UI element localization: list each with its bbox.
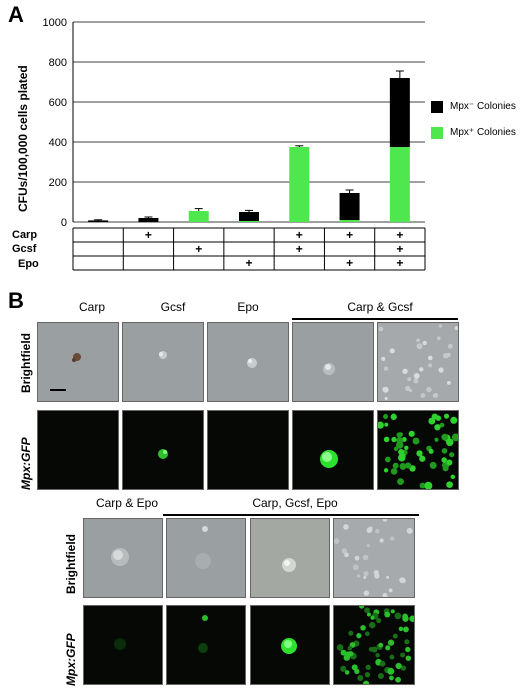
bar-mpx-neg [239, 212, 259, 221]
table-plus-mark: + [396, 228, 403, 242]
image-cge-brightfield-1 [166, 518, 246, 598]
group-bracket-carp-gcsf [292, 318, 458, 320]
bar-mpx-neg [339, 193, 360, 220]
y-tick-label: 800 [49, 57, 67, 69]
bar-mpx-neg [88, 220, 109, 222]
col-title-carp-gcsf-epo: Carp, Gcsf, Epo [252, 496, 338, 510]
bar-mpx-neg [138, 218, 159, 222]
table-plus-mark: + [145, 228, 152, 242]
y-tick-label: 0 [61, 217, 67, 229]
image-carp-gcsf-gfp-2 [377, 410, 459, 490]
table-plus-mark: + [296, 228, 303, 242]
table-plus-mark: + [245, 256, 252, 270]
bar-mpx-pos [389, 147, 410, 222]
y-tick-label: 600 [49, 97, 67, 109]
row-label-carp: Carp [12, 229, 38, 241]
table-plus-mark: + [346, 228, 353, 242]
table-plus-mark: + [396, 256, 403, 270]
group-bracket-carp-gcsf-epo [163, 514, 419, 516]
legend-label-mpx-neg: Mpx⁻ Colonies [450, 101, 516, 112]
image-gcsf-brightfield [122, 322, 204, 402]
bar-mpx-pos [188, 211, 209, 222]
row-label-epo: Epo [18, 258, 39, 270]
image-epo-gfp [207, 410, 289, 490]
image-epo-brightfield [207, 322, 289, 402]
col-title-carp-gcsf: Carp & Gcsf [347, 300, 413, 314]
y-tick-label: 1000 [43, 17, 67, 29]
image-carp-gcsf-gfp-1 [292, 410, 374, 490]
row-label-gfp-top: Mpx:GFP [19, 437, 33, 490]
image-carp-gcsf-brightfield-2 [377, 322, 459, 402]
panel-a-letter: A [8, 2, 24, 27]
bar-mpx-pos [239, 221, 259, 222]
col-title-epo: Epo [237, 300, 259, 314]
legend-swatch-mpx-neg [431, 101, 443, 113]
y-tick-label: 400 [49, 137, 67, 149]
bar-mpx-neg [389, 78, 410, 147]
image-carp-gcsf-brightfield-1 [292, 322, 374, 402]
condition-table: ++++++++++ [72, 227, 426, 271]
bar-mpx-pos [289, 147, 310, 222]
table-plus-mark: + [195, 242, 202, 256]
col-title-carp: Carp [78, 300, 105, 314]
image-gcsf-gfp [122, 410, 204, 490]
table-plus-mark: + [396, 242, 403, 256]
row-label-brightfield-bottom: Brightfield [64, 534, 78, 594]
panel-b-letter: B [8, 288, 24, 313]
image-cge-gfp-1 [166, 605, 246, 685]
image-cge-gfp-3 [333, 605, 415, 685]
image-cge-brightfield-3 [333, 518, 415, 598]
y-tick-label: 200 [49, 177, 67, 189]
image-cge-brightfield-2 [250, 518, 330, 598]
row-label-gfp-bottom: Mpx:GFP [64, 633, 78, 686]
table-plus-mark: + [296, 242, 303, 256]
image-carp-brightfield [37, 322, 119, 402]
table-plus-mark: + [346, 256, 353, 270]
row-label-gcsf: Gcsf [12, 243, 37, 255]
bar-chart: 0 200 400 600 800 1000 [43, 17, 425, 229]
image-carp-gfp [37, 410, 119, 490]
image-cge-gfp-2 [250, 605, 330, 685]
row-label-brightfield-top: Brightfield [19, 333, 33, 393]
col-title-gcsf: Gcsf [160, 300, 186, 314]
image-carp-epo-gfp [83, 605, 163, 685]
col-title-carp-epo: Carp & Epo [95, 496, 159, 510]
legend-swatch-mpx-pos [431, 127, 443, 139]
legend-label-mpx-pos: Mpx⁺ Colonies [450, 127, 516, 138]
image-carp-epo-brightfield [83, 518, 163, 598]
bar-mpx-pos [339, 220, 360, 222]
